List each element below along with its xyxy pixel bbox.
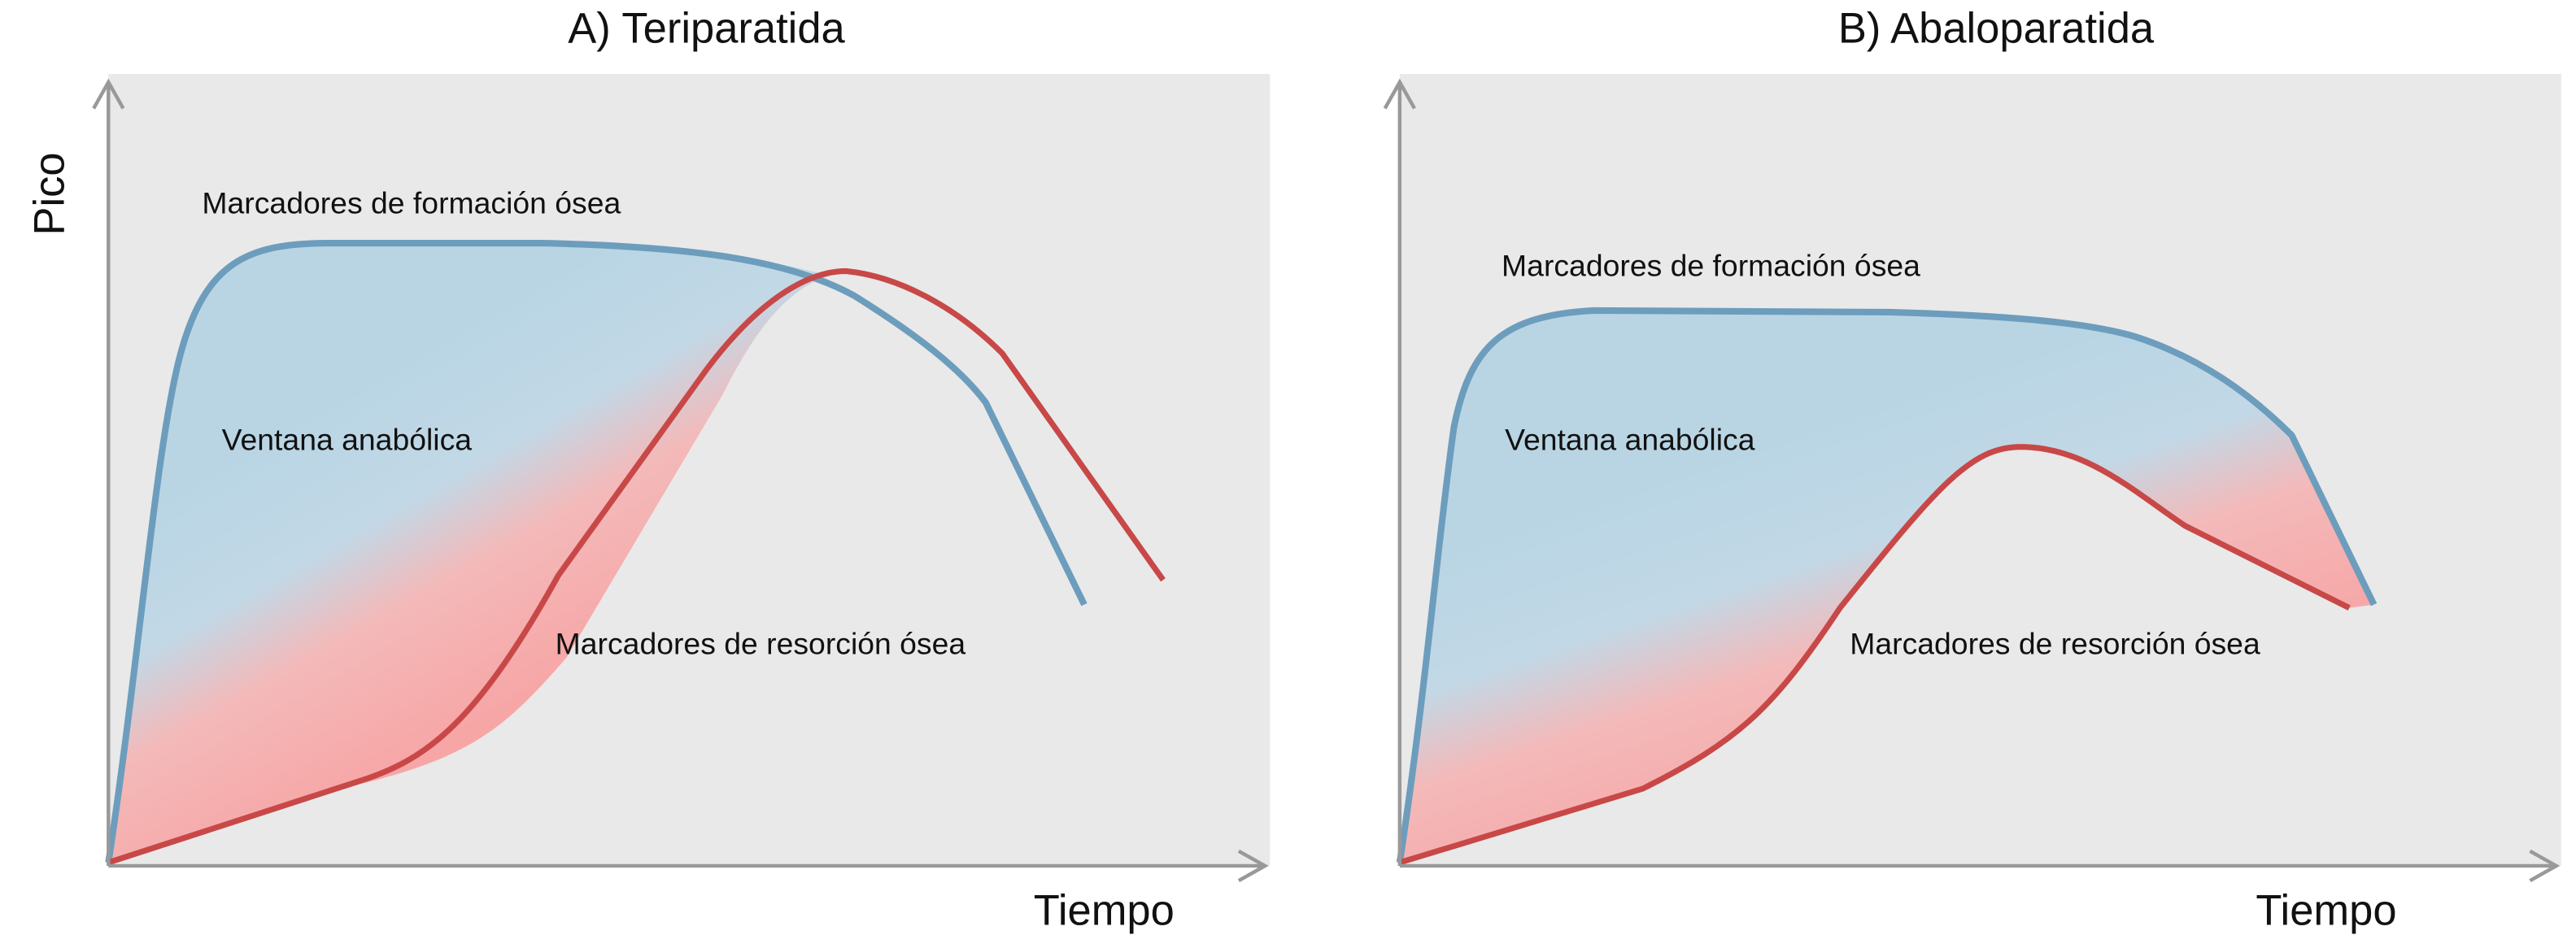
resorption-curve: [107, 267, 1166, 866]
panel-title: B) Abaloparatida: [1838, 5, 2155, 53]
y-axis-label: Pico: [26, 152, 74, 235]
panel-a: A) Teriparatida Marcadores de formación …: [92, 5, 1271, 935]
axes: [1383, 78, 2561, 883]
resorption-curve: [1398, 444, 2351, 866]
panel-title: A) Teriparatida: [568, 5, 845, 53]
x-axis-label: Tiempo: [2256, 887, 2396, 935]
annotation: Marcadores de resorción ósea: [1850, 626, 2260, 660]
annotation: Marcadores de formación ósea: [202, 186, 621, 220]
annotation: Ventana anabólica: [222, 423, 473, 457]
anabolic-window-area: [1399, 310, 2374, 863]
formation-curve: [105, 240, 1087, 863]
x-axis-label: Tiempo: [1034, 887, 1175, 935]
axes: [92, 78, 1269, 883]
annotation: Marcadores de resorción ósea: [556, 626, 966, 660]
anabolic-window-area: [108, 243, 830, 863]
panel-b: B) Abaloparatida Marcadores de formación…: [1383, 5, 2561, 935]
annotation: Ventana anabólica: [1505, 423, 1755, 457]
annotation: Marcadores de formación ósea: [1502, 248, 1920, 282]
formation-curve: [1396, 307, 2378, 863]
